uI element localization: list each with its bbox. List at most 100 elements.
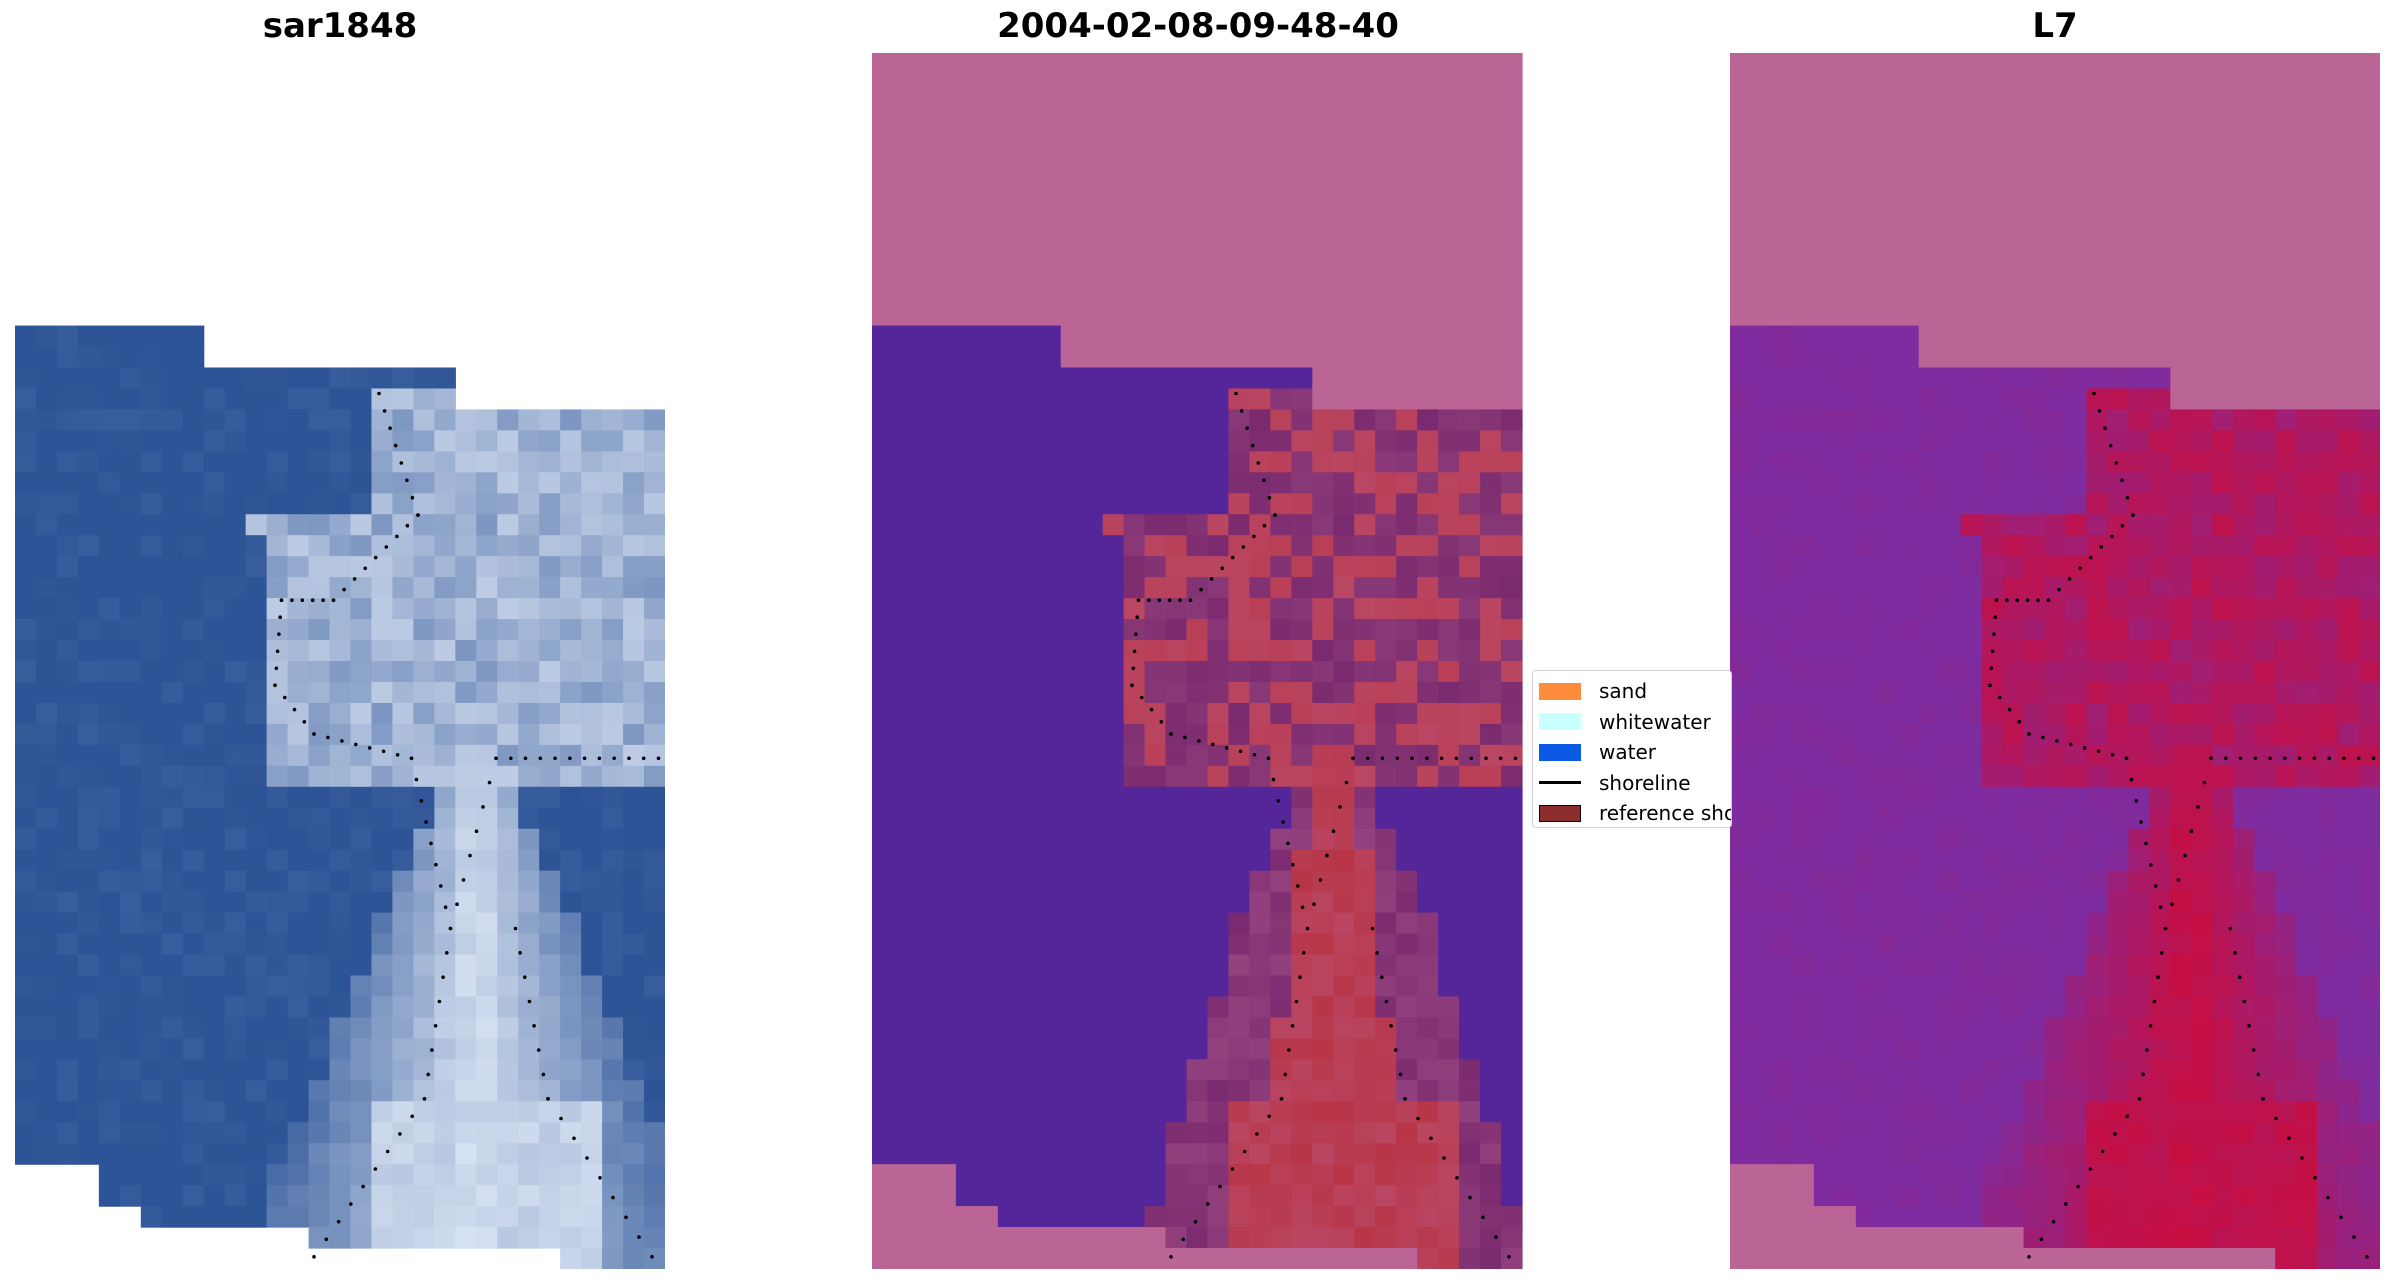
- pixel-cell: [15, 409, 37, 431]
- pixel-cell: [245, 807, 268, 830]
- pixel-cell: [1417, 577, 1439, 599]
- pixel-cell: [1249, 702, 1271, 725]
- pixel-cell: [1018, 828, 1041, 851]
- pixel-cell: [2212, 346, 2234, 369]
- pixel-cell: [413, 472, 435, 494]
- pixel-cell: [1981, 304, 2004, 327]
- pixel-cell: [1396, 891, 1418, 914]
- pixel-cell: [119, 619, 142, 641]
- pixel-cell: [1207, 157, 1230, 180]
- pixel-cell: [1960, 493, 1983, 515]
- pixel-cell: [1876, 430, 1899, 452]
- pixel-cell: [161, 828, 184, 851]
- pixel-cell: [1417, 723, 1439, 746]
- pixel-cell: [1939, 681, 1962, 704]
- pixel-cell: [1750, 996, 1773, 1019]
- pixel-cell: [1060, 94, 1083, 117]
- pixel-cell: [434, 1038, 456, 1060]
- pixel-cell: [581, 1227, 603, 1249]
- pixel-cell: [518, 598, 540, 620]
- pixel-cell: [329, 367, 352, 390]
- pixel-cell: [2254, 556, 2276, 578]
- pixel-cell: [1333, 681, 1355, 704]
- pixel-cell: [266, 1122, 289, 1144]
- pixel-cell: [2338, 283, 2360, 306]
- pixel-cell: [581, 828, 603, 851]
- pixel-cell: [1834, 178, 1857, 201]
- pixel-cell: [98, 661, 121, 683]
- pixel-cell: [1018, 807, 1041, 830]
- pixel-cell: [892, 744, 915, 767]
- pixel-cell: [119, 870, 142, 893]
- pixel-cell: [413, 933, 435, 956]
- pixel-cell: [497, 451, 519, 473]
- shoreline-dot: [424, 820, 428, 824]
- pixel-cell: [182, 723, 205, 746]
- pixel-cell: [119, 828, 142, 851]
- pixel-cell: [1730, 1122, 1752, 1144]
- pixel-cell: [1186, 535, 1209, 557]
- pixel-cell: [1501, 346, 1523, 369]
- pixel-cell: [1207, 640, 1230, 662]
- pixel-cell: [161, 451, 184, 473]
- pixel-cell: [161, 975, 184, 998]
- pixel-cell: [1459, 765, 1481, 788]
- pixel-cell: [2170, 514, 2192, 536]
- pixel-cell: [140, 891, 163, 914]
- pixel-cell: [1165, 1080, 1188, 1102]
- pixel-cell: [1960, 723, 1983, 746]
- pixel-cell: [308, 451, 331, 473]
- pixel-cell: [2002, 157, 2025, 180]
- pixel-cell: [392, 828, 414, 851]
- pixel-cell: [1876, 346, 1899, 369]
- pixel-cell: [245, 388, 268, 411]
- pixel-cell: [1501, 786, 1523, 809]
- pixel-cell: [2233, 73, 2255, 96]
- pixel-cell: [1144, 577, 1167, 599]
- pixel-cell: [1813, 702, 1836, 725]
- pixel-cell: [2170, 1122, 2192, 1144]
- pixel-cell: [539, 661, 561, 683]
- pixel-cell: [1207, 891, 1230, 914]
- pixel-cell: [2149, 661, 2171, 683]
- pixel-cell: [2212, 1080, 2234, 1102]
- pixel-cell: [266, 1164, 289, 1186]
- pixel-cell: [308, 535, 331, 557]
- pixel-cell: [392, 367, 414, 390]
- pixel-cell: [1375, 577, 1397, 599]
- pixel-cell: [2233, 1164, 2255, 1186]
- pixel-cell: [1375, 304, 1397, 327]
- pixel-cell: [1018, 535, 1041, 557]
- pixel-cell: [119, 702, 142, 725]
- pixel-cell: [1039, 472, 1062, 494]
- pixel-cell: [2317, 1143, 2339, 1165]
- pixel-cell: [1102, 1080, 1125, 1102]
- pixel-cell: [1018, 1143, 1041, 1165]
- pixel-cell: [581, 870, 603, 893]
- shoreline-dot: [1169, 1255, 1173, 1259]
- pixel-cell: [1396, 723, 1418, 746]
- pixel-cell: [1207, 1017, 1230, 1039]
- pixel-cell: [350, 1059, 373, 1081]
- pixel-cell: [623, 912, 645, 935]
- pixel-cell: [15, 786, 37, 809]
- pixel-cell: [1186, 136, 1209, 159]
- pixel-cell: [2170, 1185, 2192, 1207]
- shoreline-dot: [559, 1116, 563, 1121]
- pixel-cell: [623, 954, 645, 977]
- pixel-cell: [2191, 241, 2213, 264]
- pixel-cell: [602, 681, 624, 704]
- pixel-cell: [1501, 1143, 1523, 1165]
- pixel-cell: [1123, 304, 1146, 327]
- pixel-cell: [581, 451, 603, 473]
- pixel-cell: [955, 409, 978, 431]
- shoreline-dot: [481, 805, 485, 809]
- pixel-cell: [892, 430, 915, 452]
- pixel-cell: [1459, 430, 1481, 452]
- pixel-cell: [119, 1080, 142, 1102]
- pixel-cell: [955, 1038, 978, 1060]
- pixel-cell: [1792, 996, 1815, 1019]
- pixel-cell: [1060, 1143, 1083, 1165]
- pixel-cell: [1939, 241, 1962, 264]
- pixel-cell: [1186, 1122, 1209, 1144]
